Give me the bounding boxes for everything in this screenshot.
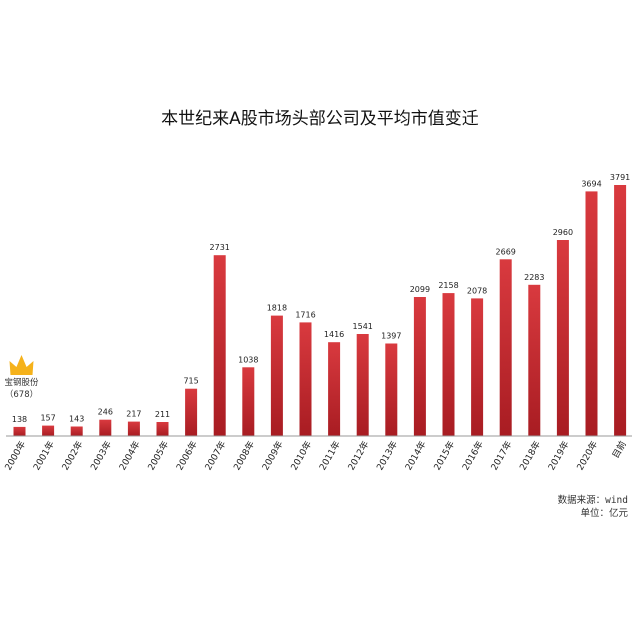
bar-14 xyxy=(413,297,426,436)
bar-19 xyxy=(556,240,569,436)
value-label-1: 157 xyxy=(40,414,55,423)
value-label-7: 2731 xyxy=(210,243,230,252)
value-label-21: 3791 xyxy=(610,173,630,182)
tick-label-8: 2008年 xyxy=(231,439,257,473)
tick-label-7: 2007年 xyxy=(202,439,228,473)
tick-label-9: 2009年 xyxy=(259,439,285,473)
value-label-16: 2078 xyxy=(467,286,487,295)
value-label-17: 2669 xyxy=(496,247,516,256)
value-label-11: 1416 xyxy=(324,330,344,339)
tick-label-10: 2010年 xyxy=(288,439,314,473)
value-label-8: 1038 xyxy=(238,355,258,364)
crown-icon xyxy=(9,355,34,375)
tick-label-15: 2015年 xyxy=(431,439,457,473)
value-label-18: 2283 xyxy=(524,273,544,282)
tick-label-0: 2000年 xyxy=(2,439,28,473)
value-label-10: 1716 xyxy=(295,310,315,319)
value-label-2: 143 xyxy=(69,415,84,424)
bar-5 xyxy=(156,422,169,436)
bar-16 xyxy=(471,298,484,436)
bar-8 xyxy=(242,367,255,436)
bar-11 xyxy=(328,342,341,436)
value-label-4: 217 xyxy=(126,410,141,419)
tick-label-4: 2004年 xyxy=(116,439,142,473)
tick-label-21: 目前 xyxy=(609,439,628,461)
value-label-14: 2099 xyxy=(410,285,430,294)
bar-7 xyxy=(213,255,226,436)
value-label-20: 3694 xyxy=(581,179,601,188)
data-source-label: 数据来源：wind xyxy=(557,495,628,506)
annotation-company-value: （678） xyxy=(4,390,39,400)
tick-label-1: 2001年 xyxy=(31,439,57,473)
bar-15 xyxy=(442,293,455,436)
bar-10 xyxy=(299,322,312,436)
value-label-9: 1818 xyxy=(267,304,287,313)
value-label-6: 715 xyxy=(183,377,198,386)
value-label-3: 246 xyxy=(98,408,113,417)
tick-label-13: 2013年 xyxy=(374,439,400,473)
bar-13 xyxy=(385,343,398,436)
tick-label-19: 2019年 xyxy=(545,439,571,473)
bar-18 xyxy=(528,284,541,436)
value-label-15: 2158 xyxy=(438,281,458,290)
crown-shape xyxy=(9,355,34,375)
value-label-5: 211 xyxy=(155,410,170,419)
tick-label-11: 2011年 xyxy=(317,439,343,473)
tick-label-18: 2018年 xyxy=(517,439,543,473)
bar-6 xyxy=(185,388,198,436)
tick-label-20: 2020年 xyxy=(574,439,600,473)
tick-label-5: 2005年 xyxy=(145,439,171,473)
bar-3 xyxy=(99,419,112,436)
chart-title: 本世纪来A股市场头部公司及平均市值变迁 xyxy=(161,109,479,129)
tick-label-14: 2014年 xyxy=(402,439,428,473)
tick-label-17: 2017年 xyxy=(488,439,514,473)
bar-4 xyxy=(127,421,140,436)
unit-label: 单位：亿元 xyxy=(580,508,628,519)
tick-label-2: 2002年 xyxy=(59,439,85,473)
bar-20 xyxy=(585,191,598,436)
value-label-19: 2960 xyxy=(553,228,573,237)
tick-label-12: 2012年 xyxy=(345,439,371,473)
bar-9 xyxy=(270,315,283,436)
value-label-0: 138 xyxy=(12,415,27,424)
source-note: 数据来源：wind 单位：亿元 xyxy=(558,494,628,520)
bar-1 xyxy=(42,425,55,436)
tick-label-3: 2003年 xyxy=(88,439,114,473)
annotation-company-name: 宝钢股份 xyxy=(4,378,39,388)
bar-0 xyxy=(13,426,26,436)
tick-label-6: 2006年 xyxy=(174,439,200,473)
value-label-12: 1541 xyxy=(353,322,373,331)
bar-12 xyxy=(356,334,369,436)
tick-label-16: 2016年 xyxy=(460,439,486,473)
bar-21 xyxy=(614,185,627,436)
value-label-13: 1397 xyxy=(381,332,401,341)
bar-2 xyxy=(70,426,83,436)
bar-17 xyxy=(499,259,512,436)
